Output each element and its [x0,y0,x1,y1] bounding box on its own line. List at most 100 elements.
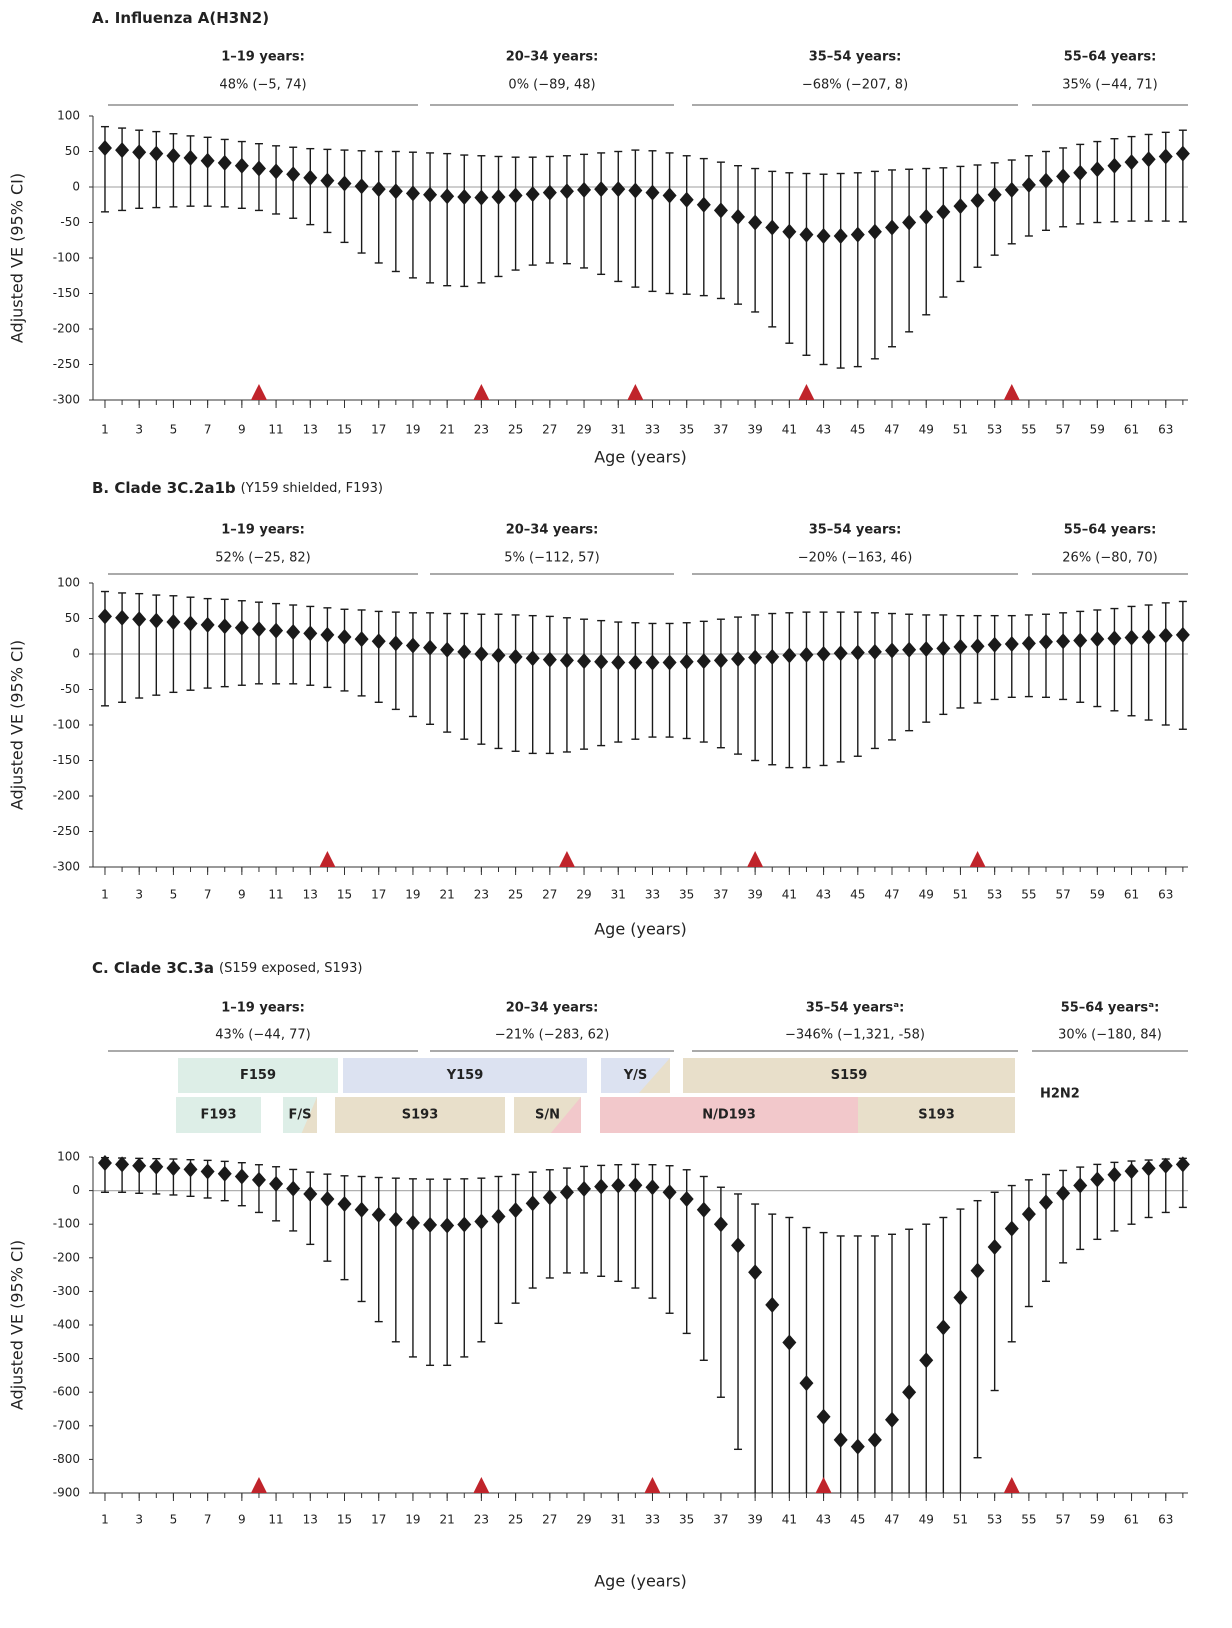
y-tick-label: -100 [53,251,80,265]
x-tick-label: 55 [1021,423,1036,437]
age-marker [815,1477,832,1493]
point [1056,633,1071,650]
x-tick-label: 15 [337,1513,352,1527]
point [902,641,917,658]
x-tick-label: 61 [1124,1513,1139,1527]
x-tick-label: 9 [238,888,246,902]
x-tick-label: 19 [405,423,420,437]
point [371,1206,386,1223]
x-tick-label: 23 [474,888,489,902]
point [1124,154,1139,171]
x-tick-label: 41 [782,888,797,902]
point [1175,1156,1190,1173]
point [525,650,540,667]
point [423,186,438,203]
x-tick-label: 5 [170,1513,178,1527]
point [474,189,489,206]
age-marker [798,384,815,400]
point [1021,635,1036,652]
point [559,183,574,200]
point [679,191,694,208]
y-tick-label: -600 [53,1385,80,1399]
point [1141,151,1156,168]
point [1175,626,1190,643]
y-tick-label: -200 [53,322,80,336]
point [713,1216,728,1233]
point [1021,176,1036,193]
point [1004,181,1019,198]
point [132,611,147,628]
group-label: 35–54 years: [809,50,902,65]
point [388,1211,403,1228]
x-tick-label: 19 [405,888,420,902]
point [251,621,266,638]
group-label: 1–19 years: [221,523,305,538]
x-tick-label: 27 [542,888,557,902]
point [902,214,917,231]
clade-box [335,1097,505,1133]
group-estimate: 26% (−80, 70) [1062,551,1157,566]
clade-box [343,1058,587,1093]
group-estimate: 43% (−44, 77) [215,1028,310,1043]
x-tick-label: 29 [576,1513,591,1527]
x-tick-label: 63 [1158,423,1173,437]
point [662,1184,677,1201]
x-tick-label: 17 [371,888,386,902]
point [782,647,797,664]
x-tick-label: 31 [611,423,626,437]
x-tick-label: 19 [405,1513,420,1527]
group-label: 55–64 years: [1064,50,1157,65]
x-axis-label: Age (years) [594,920,687,939]
point [885,1411,900,1428]
y-tick-label: 0 [72,647,80,661]
point [457,643,472,660]
point [405,637,420,654]
x-tick-label: 29 [576,888,591,902]
x-tick-label: 45 [850,888,865,902]
x-tick-label: 51 [953,423,968,437]
y-tick-label: 50 [65,144,80,158]
point [1056,168,1071,185]
point [1073,1177,1088,1194]
age-marker [1003,384,1020,400]
point [97,608,112,625]
point [269,622,284,639]
point [542,1189,557,1206]
point [269,163,284,180]
point [371,633,386,650]
point [765,648,780,665]
point [970,638,985,655]
panel-title: B. Clade 3C.2a1b (Y159 shielded, F193) [92,479,383,497]
x-tick-label: 7 [204,423,212,437]
point [628,654,643,671]
x-tick-label: 31 [611,888,626,902]
x-tick-label: 17 [371,423,386,437]
age-marker [250,384,267,400]
point [748,1264,763,1281]
point [320,172,335,189]
clade-box [600,1097,858,1133]
group-estimate: 48% (−5, 74) [219,78,306,93]
x-tick-label: 57 [1055,1513,1070,1527]
x-tick-label: 57 [1055,888,1070,902]
x-tick-label: 3 [135,423,143,437]
x-tick-label: 49 [919,888,934,902]
point [799,1375,814,1392]
point [748,214,763,231]
point [474,646,489,662]
y-tick-label: -150 [53,286,80,300]
point [337,628,352,645]
x-tick-label: 33 [645,423,660,437]
clade-label: F193 [200,1108,236,1123]
point [457,1216,472,1233]
point [833,1431,848,1448]
clade-box-split [638,1058,670,1093]
group-estimate: 0% (−89, 48) [508,78,595,93]
point [662,654,677,671]
y-tick-label: -150 [53,753,80,767]
x-tick-label: 53 [987,888,1002,902]
x-tick-label: 5 [170,888,178,902]
point [1038,633,1053,650]
x-tick-label: 53 [987,423,1002,437]
x-tick-label: 1 [101,1513,109,1527]
